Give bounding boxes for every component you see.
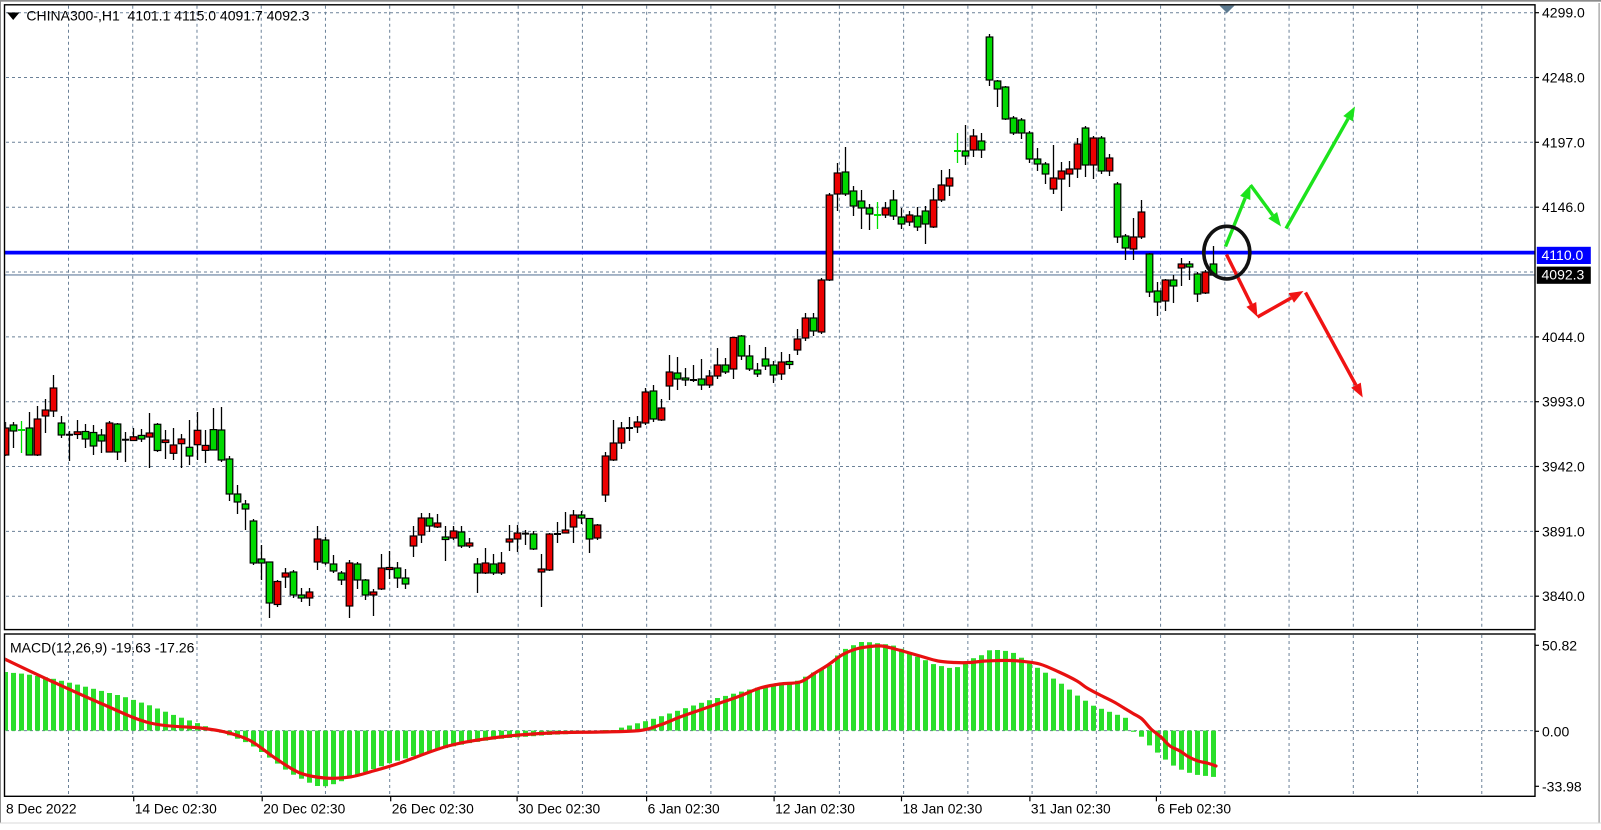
svg-text:26 Dec 02:30: 26 Dec 02:30	[392, 802, 474, 817]
svg-text:3891.0: 3891.0	[1542, 523, 1585, 539]
svg-text:4092.3: 4092.3	[1542, 267, 1585, 283]
svg-text:50.82: 50.82	[1542, 637, 1577, 653]
svg-text:6 Feb 02:30: 6 Feb 02:30	[1157, 802, 1231, 817]
svg-text:12 Jan 02:30: 12 Jan 02:30	[775, 802, 855, 817]
svg-text:3942.0: 3942.0	[1542, 459, 1585, 475]
svg-text:4044.0: 4044.0	[1542, 329, 1585, 345]
svg-text:8 Dec 2022: 8 Dec 2022	[6, 802, 77, 817]
svg-text:20 Dec 02:30: 20 Dec 02:30	[263, 802, 345, 817]
svg-text:4110.0: 4110.0	[1542, 247, 1584, 263]
svg-text:30 Dec 02:30: 30 Dec 02:30	[518, 802, 600, 817]
svg-text:4197.0: 4197.0	[1542, 134, 1585, 150]
svg-text:14 Dec 02:30: 14 Dec 02:30	[135, 802, 217, 817]
svg-text:CHINA300-,H1 4101.1 4115.0 40: CHINA300-,H1 4101.1 4115.0 4091.7 4092.3	[26, 8, 309, 24]
svg-text:0.00: 0.00	[1542, 723, 1569, 739]
svg-text:6 Jan 02:30: 6 Jan 02:30	[648, 802, 720, 817]
svg-text:4146.0: 4146.0	[1542, 199, 1585, 215]
svg-text:4248.0: 4248.0	[1542, 70, 1585, 86]
svg-text:-33.98: -33.98	[1542, 778, 1582, 794]
svg-text:31 Jan 02:30: 31 Jan 02:30	[1031, 802, 1111, 817]
svg-text:3993.0: 3993.0	[1542, 394, 1585, 410]
svg-text:MACD(12,26,9) -19.63 -17.26: MACD(12,26,9) -19.63 -17.26	[10, 640, 195, 656]
svg-text:4299.0: 4299.0	[1542, 5, 1585, 21]
svg-text:18 Jan 02:30: 18 Jan 02:30	[903, 802, 983, 817]
svg-text:3840.0: 3840.0	[1542, 588, 1585, 604]
